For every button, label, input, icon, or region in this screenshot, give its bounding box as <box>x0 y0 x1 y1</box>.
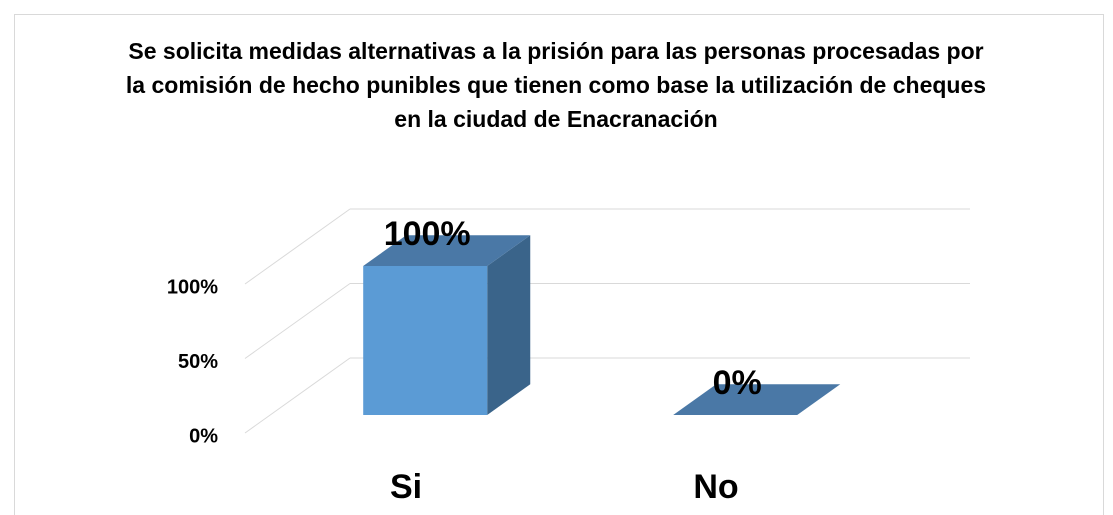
grid-line <box>244 357 351 434</box>
y-tick-label: 50% <box>178 351 218 373</box>
chart-title: Se solicita medidas alternativas a la pr… <box>125 38 987 132</box>
x-tick-label: No <box>693 468 738 506</box>
value-label: 100% <box>384 215 471 253</box>
y-tick-label: 0% <box>189 425 218 447</box>
grid-line <box>244 208 351 285</box>
bar-top <box>363 235 531 266</box>
bar-top <box>673 384 841 415</box>
bar-front <box>363 266 488 415</box>
y-tick-label: 100% <box>167 276 218 298</box>
chart-frame <box>14 14 1104 515</box>
grid-line <box>244 283 351 359</box>
x-tick-label: Si <box>390 468 422 506</box>
bar-side <box>487 235 531 415</box>
value-label: 0% <box>713 364 762 402</box>
